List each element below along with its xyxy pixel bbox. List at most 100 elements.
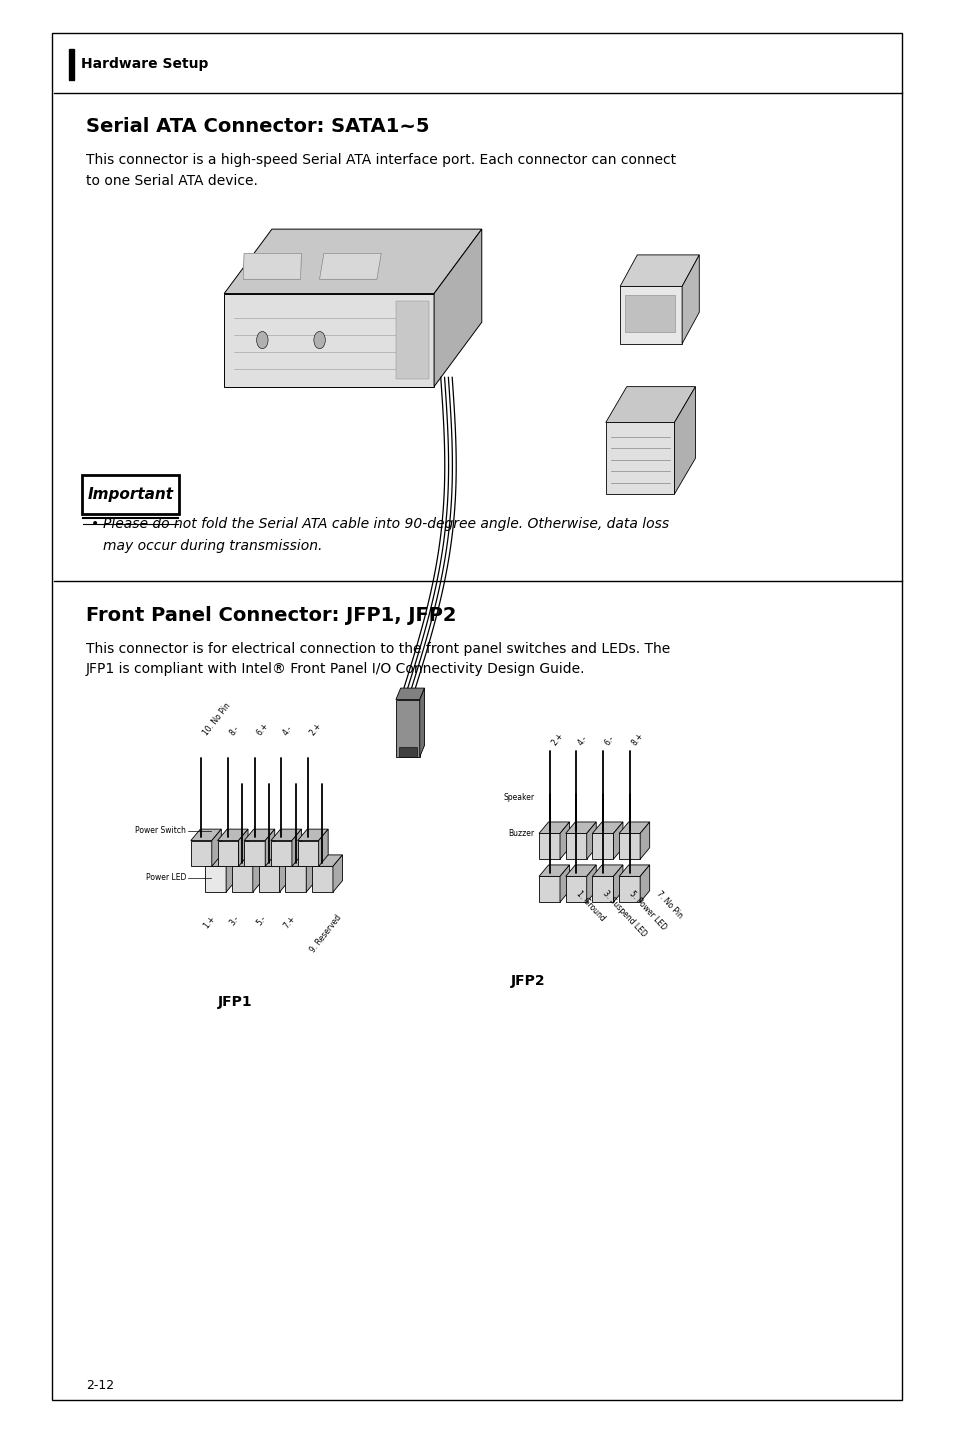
Polygon shape xyxy=(538,865,569,876)
Polygon shape xyxy=(312,855,342,866)
Polygon shape xyxy=(538,822,569,833)
Text: 8.-: 8.- xyxy=(228,725,241,737)
Polygon shape xyxy=(434,229,481,387)
Text: Please do not fold the Serial ATA cable into 90-degree angle. Otherwise, data lo: Please do not fold the Serial ATA cable … xyxy=(103,517,668,553)
Polygon shape xyxy=(613,822,622,859)
Text: 1. Ground: 1. Ground xyxy=(574,889,606,924)
Polygon shape xyxy=(226,855,235,892)
Polygon shape xyxy=(191,841,212,866)
Polygon shape xyxy=(605,387,695,422)
Polygon shape xyxy=(619,255,699,286)
Polygon shape xyxy=(271,829,301,841)
Polygon shape xyxy=(297,829,328,841)
Polygon shape xyxy=(592,876,613,902)
Polygon shape xyxy=(232,866,253,892)
Bar xyxy=(624,295,675,332)
Polygon shape xyxy=(318,829,328,866)
Polygon shape xyxy=(306,855,315,892)
Polygon shape xyxy=(297,841,318,866)
Polygon shape xyxy=(618,865,649,876)
Polygon shape xyxy=(618,822,649,833)
Text: JFP2: JFP2 xyxy=(510,974,544,988)
Polygon shape xyxy=(395,700,419,756)
Text: •: • xyxy=(91,517,99,531)
Polygon shape xyxy=(217,829,248,841)
Polygon shape xyxy=(238,829,248,866)
Polygon shape xyxy=(395,689,424,700)
Polygon shape xyxy=(285,866,306,892)
Polygon shape xyxy=(243,253,301,279)
Polygon shape xyxy=(265,829,274,866)
Text: 7.+: 7.+ xyxy=(281,914,296,929)
Polygon shape xyxy=(565,865,596,876)
Polygon shape xyxy=(639,822,649,859)
Circle shape xyxy=(256,332,268,349)
Polygon shape xyxy=(681,255,699,344)
Text: Serial ATA Connector: SATA1~5: Serial ATA Connector: SATA1~5 xyxy=(86,117,429,136)
Text: 2.+: 2.+ xyxy=(308,722,323,737)
Polygon shape xyxy=(592,865,622,876)
Polygon shape xyxy=(224,229,481,294)
Polygon shape xyxy=(271,841,292,866)
Polygon shape xyxy=(398,748,416,756)
Polygon shape xyxy=(279,855,289,892)
Polygon shape xyxy=(244,841,265,866)
Polygon shape xyxy=(212,829,221,866)
Polygon shape xyxy=(191,829,221,841)
Text: Power LED: Power LED xyxy=(146,874,186,882)
Polygon shape xyxy=(586,822,596,859)
Text: Speaker: Speaker xyxy=(502,793,534,802)
Text: Front Panel Connector: JFP1, JFP2: Front Panel Connector: JFP1, JFP2 xyxy=(86,606,456,624)
Text: 6.-: 6.- xyxy=(602,735,616,748)
Text: Power Switch: Power Switch xyxy=(135,826,186,835)
Polygon shape xyxy=(217,841,238,866)
Polygon shape xyxy=(319,253,381,279)
Circle shape xyxy=(314,332,325,349)
Text: 4.-: 4.- xyxy=(281,725,294,737)
Polygon shape xyxy=(592,822,622,833)
Polygon shape xyxy=(613,865,622,902)
Polygon shape xyxy=(538,876,559,902)
Text: 3.-: 3.- xyxy=(228,914,241,927)
Polygon shape xyxy=(538,833,559,859)
Polygon shape xyxy=(618,833,639,859)
Text: 2-12: 2-12 xyxy=(86,1379,113,1392)
Polygon shape xyxy=(243,253,301,279)
Text: 1.+: 1.+ xyxy=(201,914,216,929)
Polygon shape xyxy=(586,865,596,902)
Text: 5. Power LED: 5. Power LED xyxy=(627,889,668,932)
Polygon shape xyxy=(285,855,315,866)
Text: JFP1: JFP1 xyxy=(217,995,252,1010)
Polygon shape xyxy=(319,253,381,279)
Text: 9. Reserved: 9. Reserved xyxy=(308,914,343,955)
Polygon shape xyxy=(232,855,262,866)
Polygon shape xyxy=(244,829,274,841)
Text: 3. Suspend LED: 3. Suspend LED xyxy=(600,889,648,939)
Polygon shape xyxy=(605,422,674,494)
Bar xyxy=(52,33,901,1400)
Polygon shape xyxy=(253,855,262,892)
Polygon shape xyxy=(565,876,586,902)
Text: 8.+: 8.+ xyxy=(629,732,644,748)
Polygon shape xyxy=(419,689,424,756)
Polygon shape xyxy=(592,833,613,859)
Polygon shape xyxy=(224,294,434,387)
Polygon shape xyxy=(258,866,279,892)
Text: 2.+: 2.+ xyxy=(549,732,564,748)
Text: 7. No Pin: 7. No Pin xyxy=(654,889,683,921)
Polygon shape xyxy=(205,855,235,866)
Polygon shape xyxy=(292,829,301,866)
Polygon shape xyxy=(565,822,596,833)
Text: 6.+: 6.+ xyxy=(254,722,270,737)
Text: Important: Important xyxy=(88,487,173,501)
Text: Buzzer: Buzzer xyxy=(508,829,534,838)
Polygon shape xyxy=(618,876,639,902)
Text: 4.-: 4.- xyxy=(576,735,589,748)
Polygon shape xyxy=(312,866,333,892)
Polygon shape xyxy=(619,286,681,344)
Polygon shape xyxy=(205,866,226,892)
Polygon shape xyxy=(674,387,695,494)
Polygon shape xyxy=(333,855,342,892)
Text: 5.-: 5.- xyxy=(254,914,268,927)
Text: This connector is a high-speed Serial ATA interface port. Each connector can con: This connector is a high-speed Serial AT… xyxy=(86,153,676,188)
